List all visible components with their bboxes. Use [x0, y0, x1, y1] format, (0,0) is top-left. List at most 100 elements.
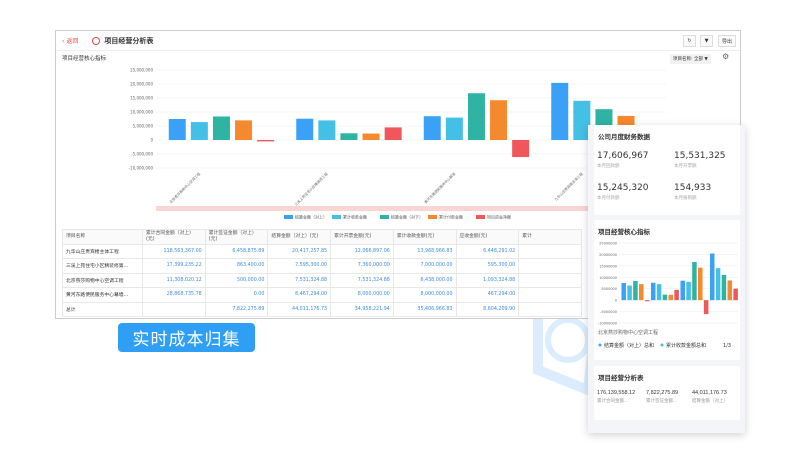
y-tick-label: -5000000: [600, 310, 617, 314]
column-header[interactable]: 项目名称: [62, 229, 143, 245]
cell-value: 35,406,966.83: [392, 301, 457, 317]
y-tick-label: 5000000: [601, 287, 617, 291]
column-header[interactable]: 累计合同金额（对上）(元): [142, 229, 206, 245]
x-tick-label: 三溪上苑住宅小区精装修工程: [293, 171, 329, 207]
bar: [445, 117, 463, 140]
export-button[interactable]: 导出: [718, 35, 736, 47]
column-header[interactable]: 累计签证金额（对上）(元): [204, 229, 269, 245]
cell-value: 20,417,257.85: [267, 243, 332, 259]
refresh-button[interactable]: ↻: [683, 35, 696, 47]
cell-value: [518, 243, 582, 259]
bar: [512, 140, 530, 158]
column-header[interactable]: 应收金额(元): [455, 229, 520, 245]
y-tick-label: -10,000,000: [129, 166, 154, 171]
cell-value: 7,531,324.88: [267, 272, 332, 288]
bar: [709, 253, 715, 301]
bar: [686, 281, 691, 301]
bar: [698, 267, 703, 301]
table-row[interactable]: 九华山庄贵宾楼主体工程 118,563,367.00 6,458,875.89 20,…: [62, 243, 582, 259]
cell-value: 118,563,367.00: [142, 243, 206, 259]
finance-kpi: 154,933 本月报销额: [674, 183, 712, 201]
bar: [235, 120, 253, 140]
bar: [212, 116, 230, 140]
cell-value: 12,066,897.06: [330, 243, 394, 259]
cell-value: [518, 272, 582, 288]
cell-value: 467,294.00: [455, 287, 520, 303]
filter-button[interactable]: ▼: [700, 35, 713, 47]
stat: 44,011,176.73 结算金额（对上）: [692, 390, 728, 403]
bar: [662, 294, 668, 301]
y-tick-label: 0: [150, 138, 153, 143]
column-header[interactable]: 累计收款金额(元): [392, 229, 457, 245]
project-filter[interactable]: 项目名称: 全部 ▼: [670, 54, 711, 64]
finance-title: 公司月度财务数据: [598, 133, 650, 141]
bar: [644, 300, 650, 302]
cell-value: 7,822,275.89: [204, 301, 269, 317]
cell-value: 44,011,176.73: [267, 301, 332, 317]
mobile-chart-title: 项目经营核心指标: [598, 228, 650, 236]
y-tick-label: 20,000,000: [130, 82, 153, 87]
bar: [668, 294, 674, 301]
bar: [633, 280, 638, 301]
cell-value: [518, 258, 582, 274]
legend-label: 累计收款金额: [343, 214, 367, 220]
back-button[interactable]: ‹ 返回: [62, 38, 79, 45]
y-tick-label: 15,000,000: [130, 96, 153, 101]
project-name: 黄河东路便民服务中心幕墙...: [62, 287, 143, 303]
bar: [190, 122, 208, 140]
project-name: 三溪上苑住宅小区精装修第...: [62, 258, 143, 274]
bar: [257, 140, 275, 142]
bar: [296, 118, 314, 140]
legend-swatch: [476, 215, 485, 219]
bar: [692, 261, 697, 301]
zoom-slider[interactable]: [156, 206, 666, 211]
cell-value: 1,093,324.88: [455, 272, 520, 288]
legend-pager[interactable]: 1/3: [723, 343, 731, 349]
legend-label: 累计付款金额: [439, 214, 463, 220]
y-tick-label: -5,000,000: [131, 152, 153, 157]
cell-value: 7,531,324.88: [330, 272, 394, 288]
mobile-card: 公司月度财务数据 17,606,967 本月回款额 15,531,325 本月开票额…: [588, 125, 745, 433]
mobile-table-title: 项目经营分析表: [598, 374, 644, 382]
cell-value: 500,000.00: [204, 272, 269, 288]
table-row[interactable]: 三溪上苑住宅小区精装修第... 17,399,235.22 863,400.00 7,…: [62, 258, 582, 274]
column-header[interactable]: 结算金额（对上）(元): [267, 229, 332, 245]
table-row[interactable]: 黄河东路便民服务中心幕墙... 28,868,735.78 0.00 8,467,29…: [62, 287, 582, 303]
cell-value: [518, 301, 582, 317]
column-header[interactable]: 累计: [518, 229, 582, 245]
legend-swatch: [380, 215, 389, 219]
cell-value: [518, 287, 582, 303]
cell-value: 8,604,209.90: [455, 301, 520, 317]
cell-value: 8,467,294.00: [267, 287, 332, 303]
y-tick-label: 10,000,000: [130, 110, 153, 115]
project-name: 九华山庄贵宾楼主体工程: [62, 243, 143, 259]
y-tick-label: 25000000: [599, 242, 617, 246]
legend-label: 累计收款金额总和: [666, 342, 706, 349]
bar: [680, 280, 685, 301]
table-row[interactable]: 北京燕莎购物中心空调工程 11,308,020.12 500,000.00 7,531…: [62, 272, 582, 288]
cell-value: 17,399,235.22: [142, 258, 206, 274]
x-tick-label: 黄河东路便民服务中心幕墙: [423, 171, 457, 205]
bar: [650, 282, 656, 301]
legend-swatch: [332, 215, 341, 219]
y-tick-label: 10000000: [599, 276, 617, 280]
finance-kpi: 15,531,325 本月开票额: [674, 151, 726, 169]
y-tick-label: 25,000,000: [130, 68, 153, 73]
mobile-table-panel: 项目经营分析表 176,139,558.12 累计合同金额... 7,822,27…: [594, 366, 740, 420]
legend-swatch: [284, 215, 293, 219]
bar: [168, 119, 186, 140]
table-row[interactable]: 总计 7,822,275.89 44,011,176.73 34,958,221.94…: [62, 301, 582, 317]
column-header[interactable]: 累计开票金额(元): [330, 229, 394, 245]
y-tick-label: 5,000,000: [133, 124, 154, 129]
bar: [727, 280, 733, 301]
bar: [639, 284, 644, 301]
mobile-chart: 25000000 20000000 15000000 10000000 5000000 0…: [598, 242, 738, 349]
bar: [703, 300, 709, 315]
bar: [573, 100, 591, 140]
y-tick-label: 15000000: [599, 264, 617, 268]
gear-icon[interactable]: ⚙: [722, 52, 730, 61]
legend-dot: [660, 343, 664, 347]
bar: [318, 120, 336, 140]
project-name: 总计: [62, 301, 143, 317]
main-chart: 25,000,000 20,000,000 15,000,000 10,000,000…: [129, 68, 666, 220]
